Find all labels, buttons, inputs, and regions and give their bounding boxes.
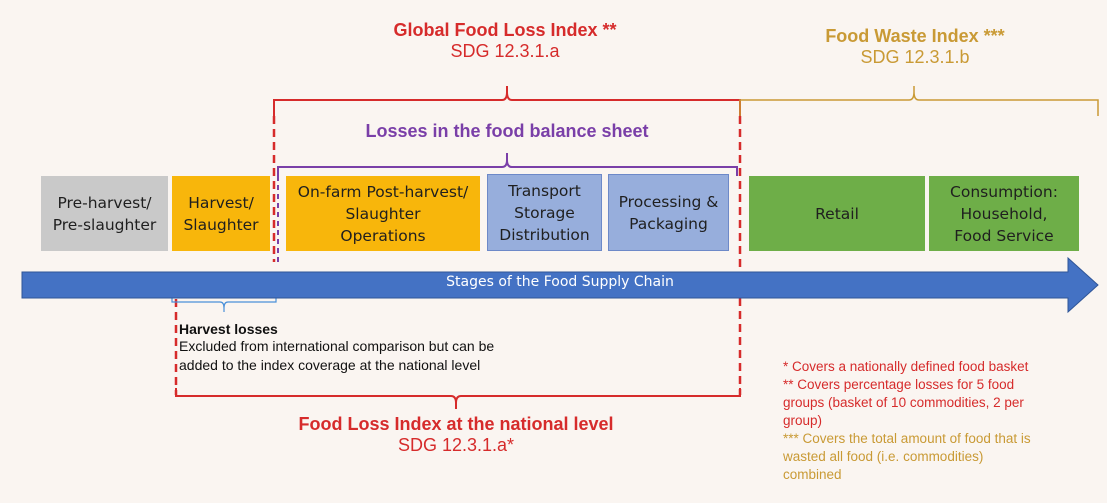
national-title: Food Loss Index at the national level xyxy=(298,414,614,434)
national-bracket xyxy=(175,388,741,409)
footnote-2-line2: groups (basket of 10 commodities, 2 per xyxy=(783,395,1024,410)
global-loss-title: Global Food Loss Index ** xyxy=(393,20,617,40)
harvest-losses-note: Harvest losses Excluded from internation… xyxy=(179,321,599,375)
waste-title: Food Waste Index *** xyxy=(825,26,1005,46)
stage-transport-storage: Transport Storage Distribution xyxy=(487,174,602,251)
stage-on-farm-post-harvest: On-farm Post-harvest/ Slaughter Operatio… xyxy=(286,176,480,251)
national-header: Food Loss Index at the national level SD… xyxy=(240,414,672,456)
harvest-losses-line1: Excluded from international comparison b… xyxy=(179,338,495,354)
stage-retail: Retail xyxy=(749,176,925,251)
stage-consumption: Consumption: Household, Food Service xyxy=(929,176,1079,251)
footnote-2-line1: ** Covers percentage losses for 5 food xyxy=(783,377,1015,392)
stage-pre-harvest: Pre-harvest/ Pre-slaughter xyxy=(41,176,168,251)
national-sdg: SDG 12.3.1.a* xyxy=(397,435,515,455)
harvest-losses-title: Harvest losses xyxy=(179,321,278,337)
waste-sdg: SDG 12.3.1.b xyxy=(860,47,970,67)
global-loss-bracket xyxy=(273,86,741,116)
footnote-3-line2: wasted all food (i.e. commodities) xyxy=(783,449,984,464)
footnote-3-line3: combined xyxy=(783,467,842,482)
harvest-losses-bracket xyxy=(171,294,277,312)
global-loss-header: Global Food Loss Index ** SDG 12.3.1.a xyxy=(300,20,710,62)
footnotes: * Covers a nationally defined food baske… xyxy=(783,358,1098,484)
stage-harvest: Harvest/ Slaughter xyxy=(172,176,270,251)
balance-sheet-title: Losses in the food balance sheet xyxy=(365,121,649,141)
footnote-3-line1: *** Covers the total amount of food that… xyxy=(783,431,1031,446)
balance-sheet-bracket xyxy=(277,153,738,176)
supply-chain-label: Stages of the Food Supply Chain xyxy=(446,274,674,290)
footnote-1: * Covers a nationally defined food baske… xyxy=(783,359,1029,374)
footnote-2-line3: group) xyxy=(783,413,823,428)
waste-bracket xyxy=(739,86,1099,116)
global-loss-sdg: SDG 12.3.1.a xyxy=(450,41,560,61)
harvest-losses-line2: added to the index coverage at the natio… xyxy=(179,357,481,373)
waste-header: Food Waste Index *** SDG 12.3.1.b xyxy=(760,26,1070,68)
stage-processing-packaging: Processing & Packaging xyxy=(608,174,729,251)
supply-chain-arrow xyxy=(21,256,1099,314)
